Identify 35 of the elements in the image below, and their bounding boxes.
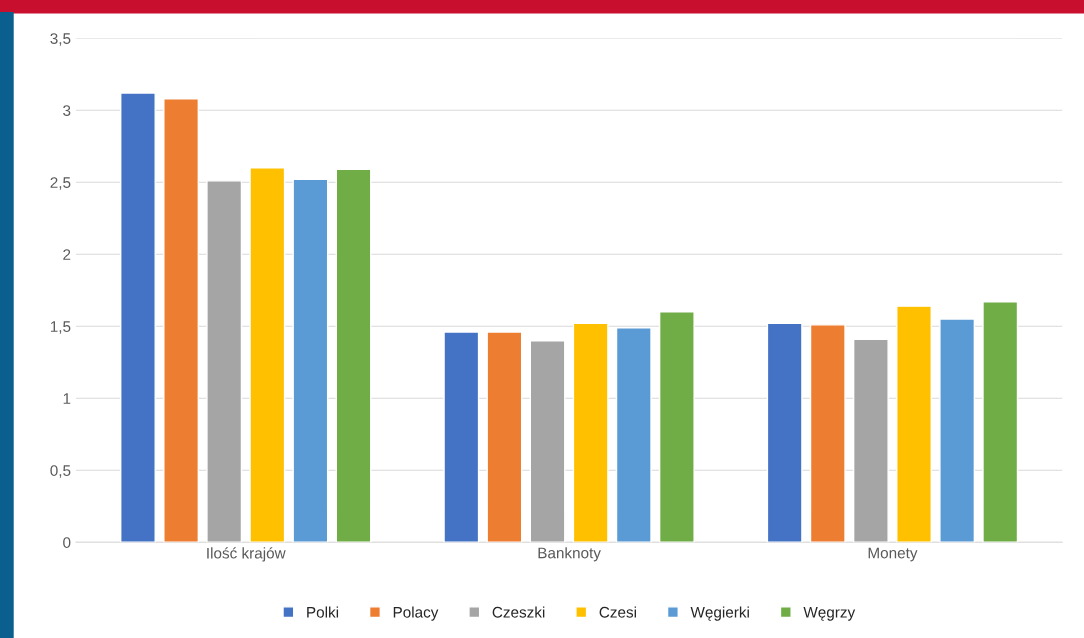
x-tick-label: Monety (868, 547, 918, 562)
legend-label: Czeszki (492, 606, 545, 618)
bar (163, 98, 200, 543)
legend-label: Czesi (599, 606, 636, 618)
y-tick-label: 1,5 (50, 321, 71, 334)
bar (982, 301, 1019, 543)
bar (120, 92, 156, 543)
y-tick-label: 3,5 (50, 33, 71, 46)
x-tick-label: Banknoty (538, 547, 601, 562)
bar (206, 180, 243, 543)
bar (486, 331, 523, 543)
bar (443, 331, 480, 543)
bar (335, 168, 372, 543)
y-tick-label: 3 (63, 105, 71, 116)
bar (939, 318, 976, 543)
x-tick-label: Ilość krajów (207, 547, 286, 562)
bar (615, 327, 652, 543)
y-tick-label: 0 (63, 537, 71, 548)
legend-label: Polki (307, 606, 339, 618)
bar (572, 322, 609, 543)
bar (852, 338, 889, 543)
y-tick-label: 1 (63, 393, 71, 404)
bar (896, 305, 932, 543)
legend-label: Węgierki (690, 606, 749, 621)
bar (658, 311, 695, 543)
bar (529, 339, 566, 543)
bar (249, 167, 286, 543)
legend-label: Węgrzy (803, 607, 856, 621)
bar (292, 178, 329, 543)
bar (809, 324, 846, 543)
y-tick-label: 0,5 (50, 465, 71, 478)
y-tick-label: 2,5 (50, 177, 71, 190)
bar (766, 322, 803, 543)
y-tick-label: 2 (63, 249, 71, 260)
legend-label: Polacy (393, 606, 439, 621)
